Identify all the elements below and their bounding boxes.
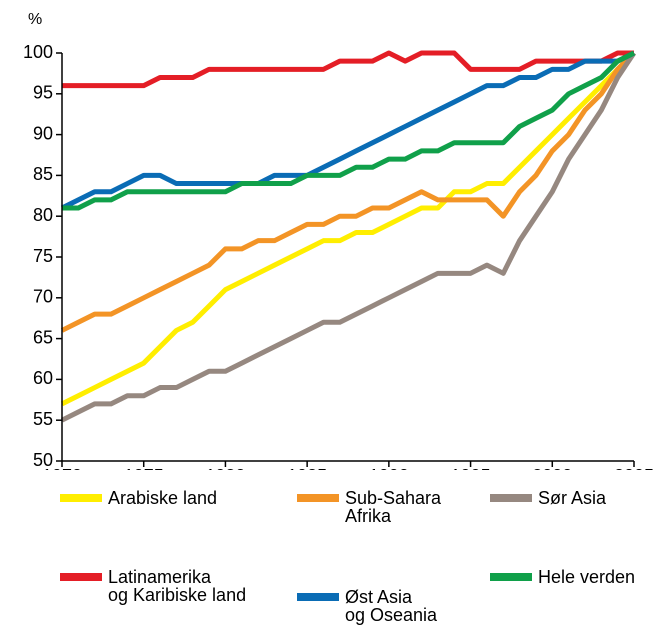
y-axis-label: % [28,11,42,28]
legend-swatch [297,494,339,502]
legend-swatch [490,573,532,581]
y-tick-label: 70 [33,287,53,307]
legend-label: Sub-Sahara Afrika [345,488,442,526]
legend-label: Sør Asia [538,488,607,508]
legend-label: Øst Asia og Oseania [345,587,438,625]
series-line [60,51,636,333]
y-tick-label: 90 [33,123,53,143]
x-tick-label: 1985 [287,466,327,470]
series-line [60,51,636,407]
chart: % 50 55 60 65 70 75 80 85 90 95 100 1970 1975 1980 198… [23,11,654,470]
y-tick-label: 55 [33,409,53,429]
legend-swatch [490,494,532,502]
series-line [62,50,634,89]
x-tick-label: 1975 [124,466,164,470]
series-line [62,50,636,211]
x-tick-label: 2000 [532,466,572,470]
legend-label: Latinamerika og Karibiske land [108,567,247,605]
y-tick-label: 60 [33,368,53,388]
legend-label: Hele verden [538,567,636,587]
y-tick-label: 85 [33,164,53,184]
x-tick-label: 1995 [451,466,491,470]
y-tick-label: 100 [23,42,53,62]
x-tick-label: 1970 [42,466,82,470]
x-tick-label: 2005 [614,466,654,470]
legend-item: Sub-Sahara Afrika [297,489,441,525]
y-tick-label: 80 [33,205,53,225]
legend-swatch [60,573,102,581]
legend-item: Arabiske land [60,489,217,507]
legend-item: Øst Asia og Oseania [297,588,437,624]
legend-item: Sør Asia [490,489,606,507]
x-tick-label: 1980 [205,466,245,470]
y-tick-label: 50 [33,450,53,470]
y-tick-label: 65 [33,327,53,347]
y-tick-label: 75 [33,246,53,266]
legend-label: Arabiske land [108,488,218,508]
series-line [60,50,636,211]
series-line [60,51,637,423]
x-tick-label: 1990 [369,466,409,470]
legend-item: Hele verden [490,568,635,586]
y-tick-label: 95 [33,83,53,103]
legend-swatch [60,494,102,502]
legend-swatch [297,593,339,601]
legend-item: Latinamerika og Karibiske land [60,568,246,604]
